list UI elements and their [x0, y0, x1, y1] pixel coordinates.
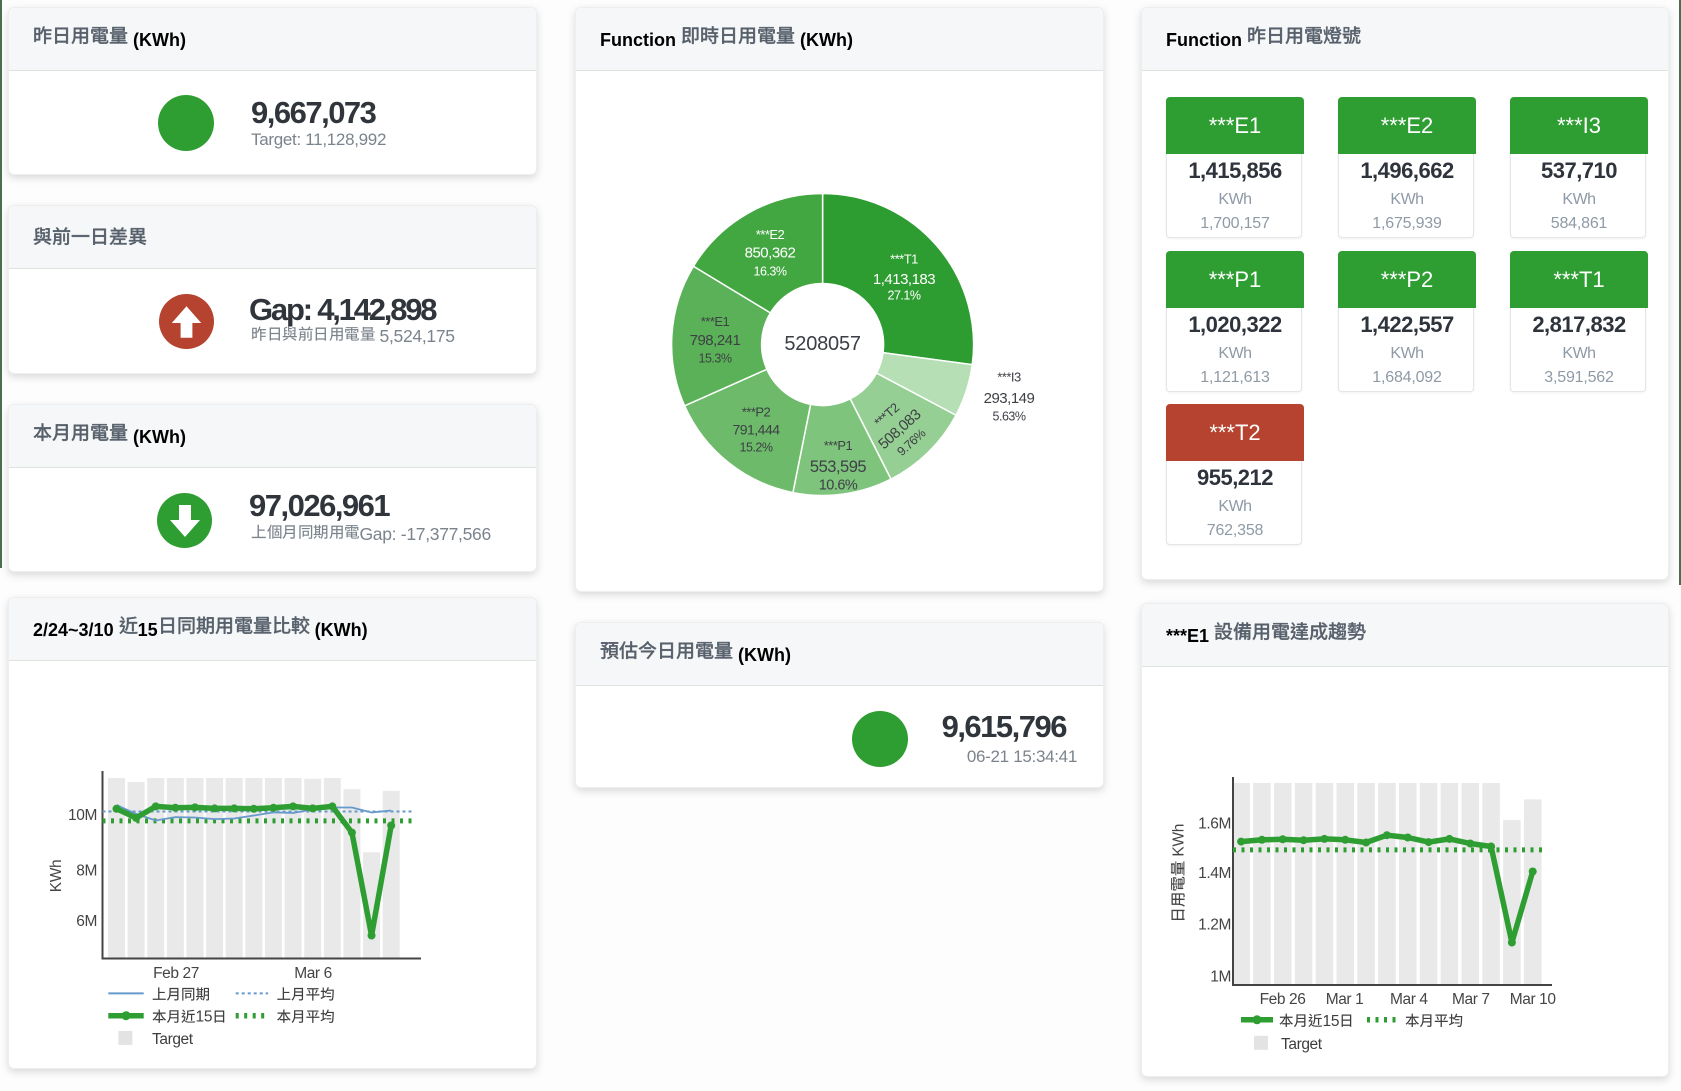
svg-text:791,444: 791,444 [732, 421, 780, 437]
svg-text:1.2M: 1.2M [1198, 917, 1231, 934]
svg-text:5.63%: 5.63% [993, 409, 1026, 423]
svg-text:1.6M: 1.6M [1198, 816, 1231, 833]
svg-text:Mar 7: Mar 7 [1452, 991, 1490, 1008]
svg-text:1M: 1M [1210, 969, 1231, 986]
svg-text:8M: 8M [76, 862, 97, 879]
svg-text:15.3%: 15.3% [699, 352, 732, 366]
svg-text:Mar 4: Mar 4 [1390, 991, 1428, 1008]
svg-text:***T1: ***T1 [890, 252, 918, 267]
svg-text:***P1: ***P1 [824, 438, 853, 453]
svg-text:1,413,183: 1,413,183 [873, 271, 935, 288]
svg-text:15: 15 [1323, 1013, 1340, 1030]
svg-text:798,241: 798,241 [690, 332, 741, 349]
svg-text:KWh: KWh [1171, 824, 1188, 857]
svg-text:850,362: 850,362 [745, 245, 796, 262]
svg-text:Target: Target [152, 1031, 194, 1048]
svg-text:27.1%: 27.1% [888, 289, 921, 303]
svg-text:293,149: 293,149 [984, 390, 1035, 407]
svg-text:5208057: 5208057 [784, 333, 861, 355]
svg-text:Target: Target [1281, 1036, 1323, 1053]
svg-text:Mar 10: Mar 10 [1510, 991, 1557, 1008]
svg-text:553,595: 553,595 [810, 458, 866, 476]
svg-text:Mar 6: Mar 6 [294, 965, 332, 982]
svg-text:Feb 26: Feb 26 [1260, 991, 1306, 1008]
svg-text:***E2: ***E2 [756, 227, 785, 242]
svg-text:16.3%: 16.3% [754, 265, 787, 279]
svg-text:KWh: KWh [48, 860, 65, 892]
svg-text:6M: 6M [76, 913, 97, 930]
svg-text:***E1: ***E1 [701, 314, 730, 329]
svg-text:15: 15 [196, 1009, 213, 1026]
svg-text:1.4M: 1.4M [1198, 865, 1231, 882]
svg-text:10M: 10M [68, 807, 97, 824]
svg-text:15.2%: 15.2% [740, 441, 773, 455]
svg-text:***P2: ***P2 [742, 404, 771, 419]
svg-text:Mar 1: Mar 1 [1326, 991, 1364, 1008]
svg-text:10.6%: 10.6% [819, 478, 858, 494]
svg-text:Feb 27: Feb 27 [153, 965, 199, 982]
svg-text:***I3: ***I3 [997, 370, 1021, 385]
